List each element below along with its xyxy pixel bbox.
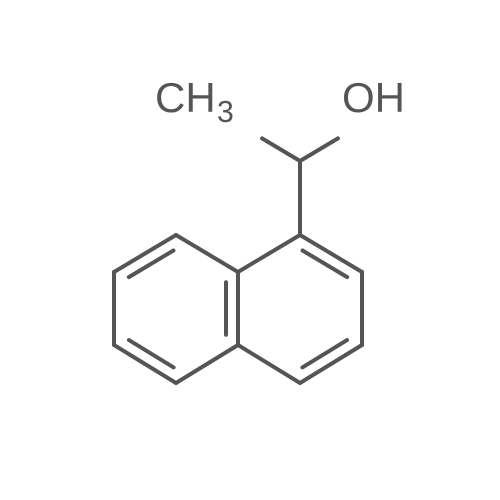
atom-label: CH [155,74,216,121]
bond [303,250,348,277]
bond [262,138,300,161]
bond [129,250,174,277]
bond [300,138,338,161]
atom-subscript: 3 [217,96,234,129]
atom-label: OH [342,74,405,121]
bond [302,340,347,367]
bond [129,340,174,367]
bond [176,345,238,383]
bond [238,345,300,383]
bond [176,235,238,272]
bond [238,235,300,272]
chemical-structure-diagram: CH3 OH [0,0,500,500]
